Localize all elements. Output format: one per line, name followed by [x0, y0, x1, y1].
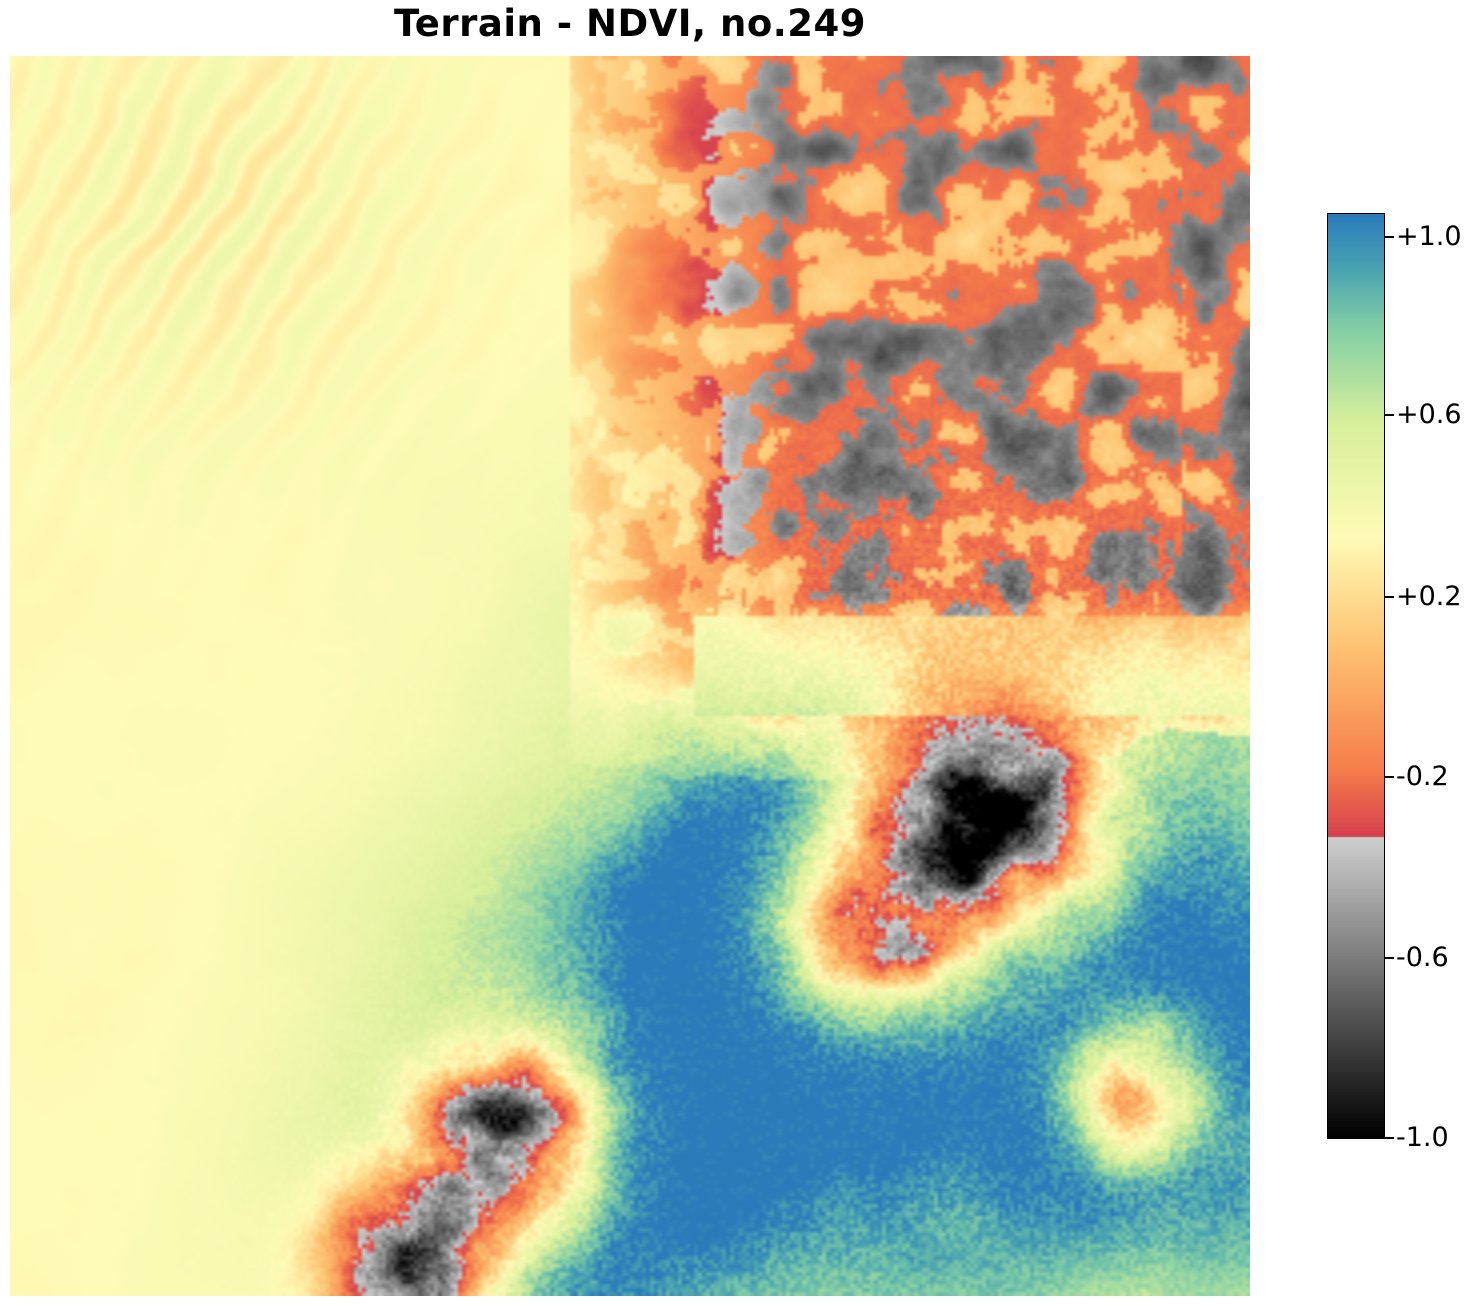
colorbar-tick	[1384, 776, 1394, 778]
ndvi-heatmap	[10, 56, 1250, 1296]
colorbar-tick-label: -0.2	[1396, 760, 1449, 792]
colorbar-gradient	[1327, 213, 1385, 1139]
colorbar-tick	[1384, 957, 1394, 959]
colorbar-tick-label: -1.0	[1396, 1121, 1449, 1153]
colorbar-tick	[1384, 236, 1394, 238]
colorbar-tick-label: +0.6	[1396, 398, 1462, 430]
colorbar-tick-label: -0.6	[1396, 941, 1449, 973]
chart-title: Terrain - NDVI, no.249	[393, 2, 867, 45]
colorbar-tick-label: +0.2	[1396, 580, 1462, 612]
colorbar-tick-label: +1.0	[1396, 220, 1462, 252]
colorbar	[1327, 213, 1385, 1139]
colorbar-tick	[1384, 414, 1394, 416]
colorbar-tick	[1384, 596, 1394, 598]
colorbar-tick	[1384, 1137, 1394, 1139]
